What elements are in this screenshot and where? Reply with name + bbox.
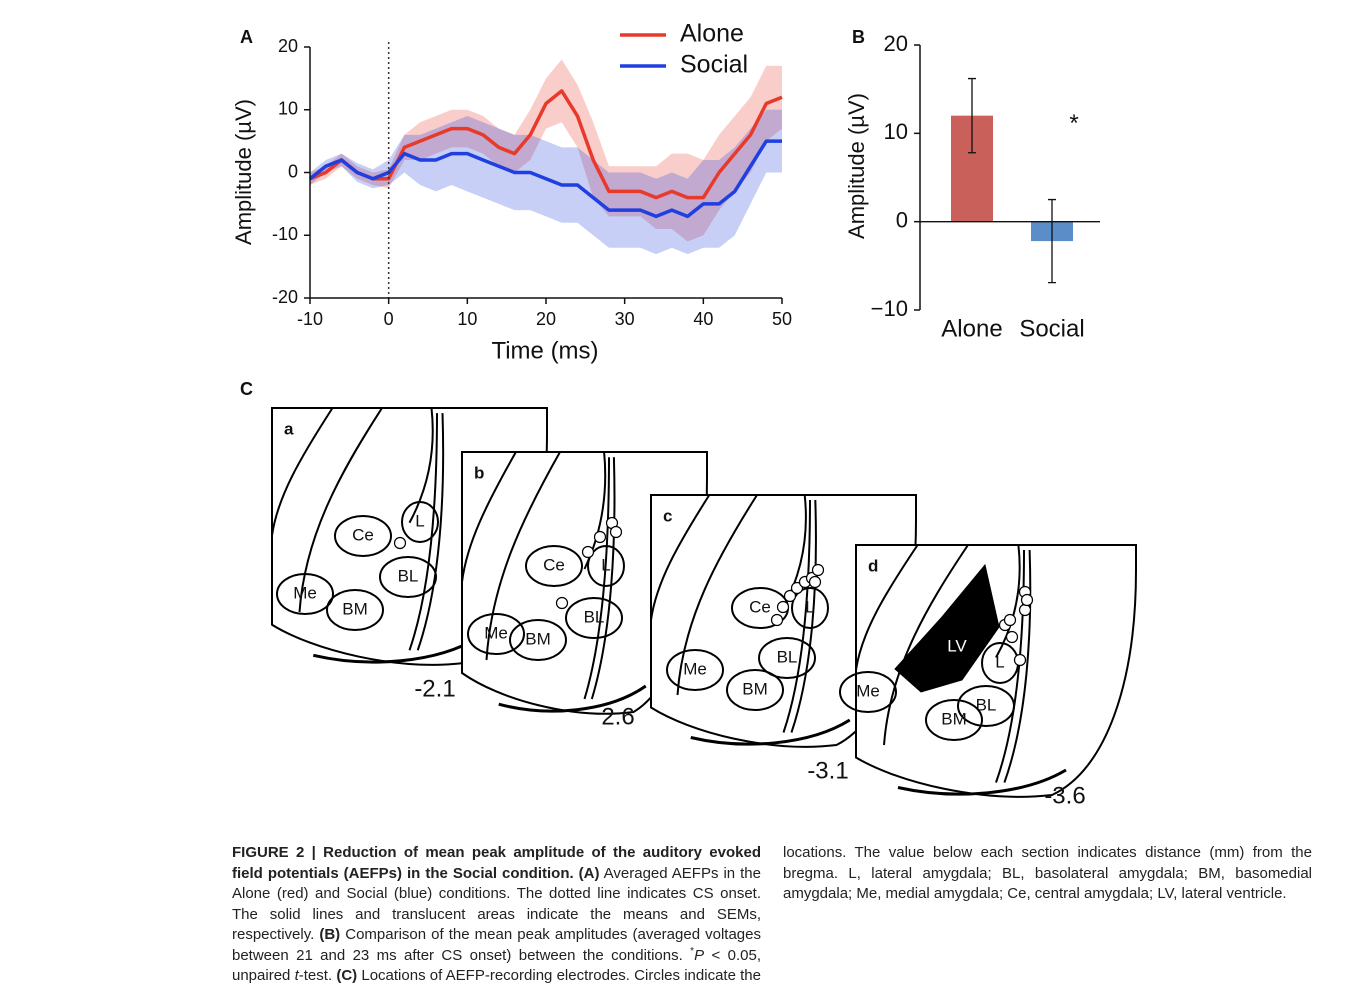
- x-tick-label: 40: [693, 309, 713, 329]
- panel-label: C: [240, 379, 253, 399]
- region-label: Me: [683, 659, 707, 678]
- legend-label: Alone: [680, 20, 744, 48]
- x-tick-label: 30: [615, 309, 635, 329]
- distance-label: -2.1: [414, 675, 455, 702]
- y-tick-label: 10: [278, 99, 298, 119]
- region-label: L: [995, 652, 1004, 671]
- region-label: BM: [941, 709, 967, 728]
- electrode-site: [813, 565, 824, 576]
- electrode-site: [557, 598, 568, 609]
- x-tick-label: -10: [297, 309, 323, 329]
- electrode-site: [611, 527, 622, 538]
- x-tick-label: Alone: [941, 315, 1002, 342]
- y-axis-label: Amplitude (µV): [844, 93, 869, 239]
- region-label: L: [601, 555, 610, 574]
- distance-label: -3.6: [1044, 782, 1085, 809]
- x-tick-label: 0: [384, 309, 394, 329]
- y-tick-label: -20: [272, 287, 298, 307]
- electrode-site: [810, 577, 821, 588]
- panel-label: B: [852, 27, 865, 47]
- electrode-site: [1020, 605, 1031, 616]
- electrode-site: [778, 602, 789, 613]
- caption-text: P: [694, 947, 704, 964]
- significance-mark: *: [1069, 110, 1078, 137]
- electrode-site: [583, 547, 594, 558]
- region-label: Me: [293, 583, 317, 602]
- region-label: Me: [856, 681, 880, 700]
- region-label: Ce: [543, 555, 565, 574]
- electrode-site: [595, 532, 606, 543]
- legend-label: Social: [680, 51, 748, 79]
- electrode-site: [1015, 655, 1026, 666]
- x-axis-label: Time (ms): [491, 337, 598, 364]
- region-label: L: [415, 511, 424, 530]
- x-tick-label: 20: [536, 309, 556, 329]
- brain-section: dLVLBLMeBM: [840, 545, 1136, 797]
- y-tick-label: −10: [871, 296, 908, 321]
- y-tick-label: 0: [288, 161, 298, 181]
- distance-label: -3.1: [807, 757, 848, 784]
- distance-label: 2.6: [601, 703, 634, 730]
- y-tick-label: 20: [884, 31, 908, 56]
- electrode-site: [395, 538, 406, 549]
- electrode-site: [1007, 632, 1018, 643]
- region-label: Me: [484, 623, 508, 642]
- caption: FIGURE 2 | Reduction of mean peak amplit…: [232, 843, 1312, 995]
- y-tick-label: 20: [278, 36, 298, 56]
- region-label: L: [805, 597, 814, 616]
- caption-text: (B): [319, 926, 340, 943]
- x-tick-label: 10: [457, 309, 477, 329]
- section-letter: b: [474, 463, 484, 482]
- page: A B C Time (ms) Amplitude (µV) Amplitude…: [0, 0, 1358, 995]
- x-tick-label: 50: [772, 309, 792, 329]
- region-label: BL: [777, 647, 798, 666]
- electrode-site: [772, 615, 783, 626]
- region-label: LV: [947, 636, 967, 655]
- region-label: BM: [742, 679, 768, 698]
- y-tick-label: -10: [272, 224, 298, 244]
- caption-text: -test.: [299, 967, 337, 984]
- section-letter: d: [868, 556, 878, 575]
- region-label: Ce: [749, 597, 771, 616]
- region-label: BM: [525, 629, 551, 648]
- y-axis-label: Amplitude (µV): [231, 99, 256, 245]
- region-label: BL: [584, 607, 605, 626]
- section-letter: c: [663, 506, 672, 525]
- region-label: BL: [398, 566, 419, 585]
- y-tick-label: 10: [884, 119, 908, 144]
- x-tick-label: Social: [1019, 315, 1084, 342]
- y-tick-label: 0: [896, 207, 908, 232]
- region-label: Ce: [352, 525, 374, 544]
- caption-text: (C): [336, 967, 357, 984]
- figure: A B C Time (ms) Amplitude (µV) Amplitude…: [0, 0, 1358, 840]
- electrode-site: [1005, 615, 1016, 626]
- region-label: BM: [342, 599, 368, 618]
- panel-label: A: [240, 27, 253, 47]
- electrode-site: [1022, 595, 1033, 606]
- section-letter: a: [284, 419, 294, 438]
